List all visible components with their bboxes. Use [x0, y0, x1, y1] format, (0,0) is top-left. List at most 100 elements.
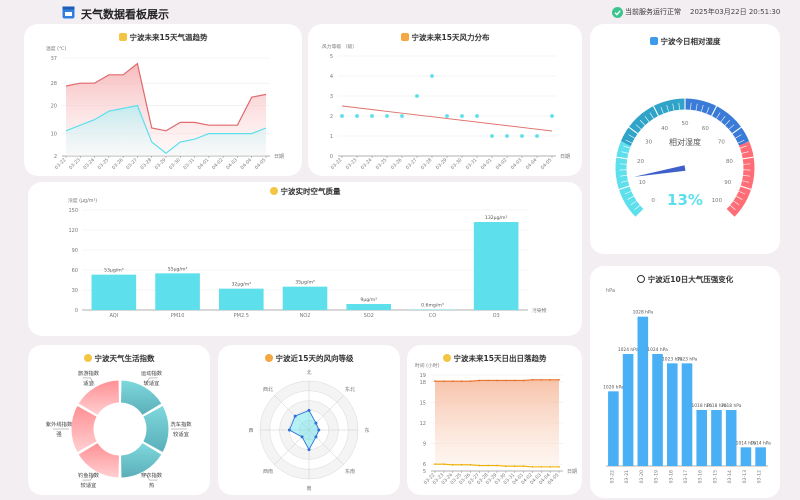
temp-x-tick: 03-24 [82, 157, 96, 171]
humidity-gauge-tick [628, 126, 638, 135]
temp-x-tick: 04-02 [211, 157, 225, 171]
radar-point [314, 435, 318, 439]
humidity-gauge-tick [628, 134, 635, 139]
air-quality-chart-title: 宁波实时空气质量 [280, 187, 341, 196]
pressure-bar [725, 410, 737, 466]
life-index-label-name: 洗车指数 [170, 420, 192, 428]
temp-x-tick: 03-31 [182, 157, 196, 171]
wind-point [490, 134, 494, 138]
life-index-label-level: 较适宜 [81, 481, 97, 489]
radar-axis [308, 429, 344, 465]
humidity-gauge-tick [716, 112, 721, 119]
temp-x-tick: 03-28 [139, 157, 153, 171]
sun-y-tick: 5 [423, 469, 426, 475]
humidity-gauge-tick [635, 124, 642, 130]
wind-x-axis-label: 日期 [560, 154, 570, 160]
humidity-gauge-tick [649, 112, 654, 119]
air-bar [218, 288, 264, 310]
humidity-gauge-label: 10 [639, 180, 646, 186]
app-title: 天气数据看板展示 [81, 8, 169, 21]
temp-low-line [65, 104, 267, 154]
air-bar [473, 222, 519, 310]
air-x-tick: AQI [109, 313, 118, 319]
pressure-bar [666, 363, 678, 466]
air-bar-label: 55μg/m³ [168, 266, 188, 272]
pressure-bar [711, 410, 722, 466]
air-y-tick: 0 [75, 308, 78, 314]
humidity-gauge-tick [666, 105, 669, 112]
temperature-trend-card: 宁波未来15天气温趋势 2 10 20 28 37 03-22 03-23 03-24 03-2… [24, 24, 302, 176]
humidity-card: 宁波今日相对湿度 0 10 20 30 40 50 60 70 80 90 100 相对湿度 13% [590, 24, 780, 254]
humidity-gauge-tick [729, 205, 736, 210]
humidity-gauge-tick [652, 105, 659, 117]
sunrise-point [531, 465, 534, 468]
temp-low-area [66, 105, 266, 156]
clock-icon [269, 187, 278, 195]
life-index-slice [77, 441, 120, 479]
pressure-chart-title: 宁波近10日大气压强变化 [647, 275, 734, 284]
sunrise-sunset-chart-title: 宁波未来15天日出日落趋势 [453, 354, 547, 363]
wind-y-axis-label: 风力等级 （级） [322, 43, 357, 50]
temperature-chart-title: 宁波未来15天气温趋势 [129, 33, 208, 42]
temp-y-tick: 20 [51, 104, 57, 110]
sun-daylight-area [435, 379, 559, 467]
humidity-gauge-tick [630, 200, 637, 206]
service-status: 当前服务运行正常 [625, 8, 681, 16]
temp-x-tick: 03-27 [125, 157, 139, 171]
air-bar-label: 53μg/m³ [104, 268, 124, 274]
pressure-x-tick: 03-19 [654, 470, 660, 483]
humidity-gauge-label: 20 [637, 159, 644, 165]
air-y-tick: 120 [68, 228, 78, 234]
radar-axis-label: 西 [248, 428, 253, 434]
sun-y-axis-label: 时间 (小时) [415, 362, 440, 369]
pressure-x-tick: 03-16 [698, 470, 704, 483]
pressure-x-tick: 03-18 [668, 470, 674, 483]
sunrise-point [540, 465, 543, 468]
air-bar-label: 32μg/m³ [232, 282, 252, 288]
dashboard-logo-icon [62, 6, 75, 19]
radar-axis-label: 西南 [263, 468, 273, 475]
sunrise-point [460, 463, 463, 466]
life-index-label-name: 运动指数 [141, 369, 163, 377]
sunset-point [451, 380, 454, 383]
temp-y-tick: 28 [51, 81, 57, 87]
air-y-tick: 30 [72, 288, 78, 294]
pressure-bar-label: 1023 hPa [662, 356, 683, 362]
humidity-gauge-tick [725, 208, 735, 218]
wind-x-tick: 03-25 [375, 157, 389, 171]
sun-y-tick: 15 [420, 400, 426, 406]
wind-x-tick: 03-31 [465, 157, 479, 171]
sun-y-tick: 9 [423, 442, 426, 448]
air-quality-card: 宁波实时空气质量 0 30 60 90 120 150 浓度 (μg/m³) 污染物 53μg/… [28, 182, 582, 336]
humidity-gauge-tick [621, 180, 628, 183]
humidity-gauge-tick [720, 116, 726, 122]
radar-point [293, 414, 297, 418]
wind-x-tick: 03-29 [435, 157, 449, 171]
wind-y-tick: 0 [330, 154, 333, 160]
pressure-bar-label: 1028 hPa [633, 310, 654, 316]
pressure-x-tick: 03-17 [683, 470, 689, 483]
air-bar [346, 304, 392, 310]
humidity-gauge-label: 90 [724, 180, 731, 186]
air-bar [282, 286, 328, 310]
sunrise-point [434, 463, 436, 466]
sunrise-point [478, 464, 481, 467]
temp-y-tick: 37 [51, 56, 57, 62]
wind-x-tick: 03-28 [420, 157, 434, 171]
sunset-point [549, 378, 552, 381]
humidity-chart-title: 宁波今日相对湿度 [660, 37, 721, 46]
radar-axis [274, 429, 310, 465]
sunset-point [522, 379, 525, 382]
life-index-label-name: 钓鱼指数 [78, 471, 100, 479]
humidity-gauge-tick [735, 134, 742, 139]
humidity-gauge-tick [627, 195, 634, 200]
humidity-gauge-tick [624, 190, 632, 195]
humidity-gauge-tick [728, 124, 735, 130]
temp-x-tick: 04-04 [239, 157, 253, 171]
pressure-x-tick: 03-12 [757, 470, 763, 483]
temp-x-tick: 04-01 [197, 157, 211, 171]
life-index-label-level: 适宜 [83, 379, 94, 387]
air-x-tick: O3 [493, 313, 500, 319]
wind-x-tick: 04-05 [540, 157, 554, 171]
